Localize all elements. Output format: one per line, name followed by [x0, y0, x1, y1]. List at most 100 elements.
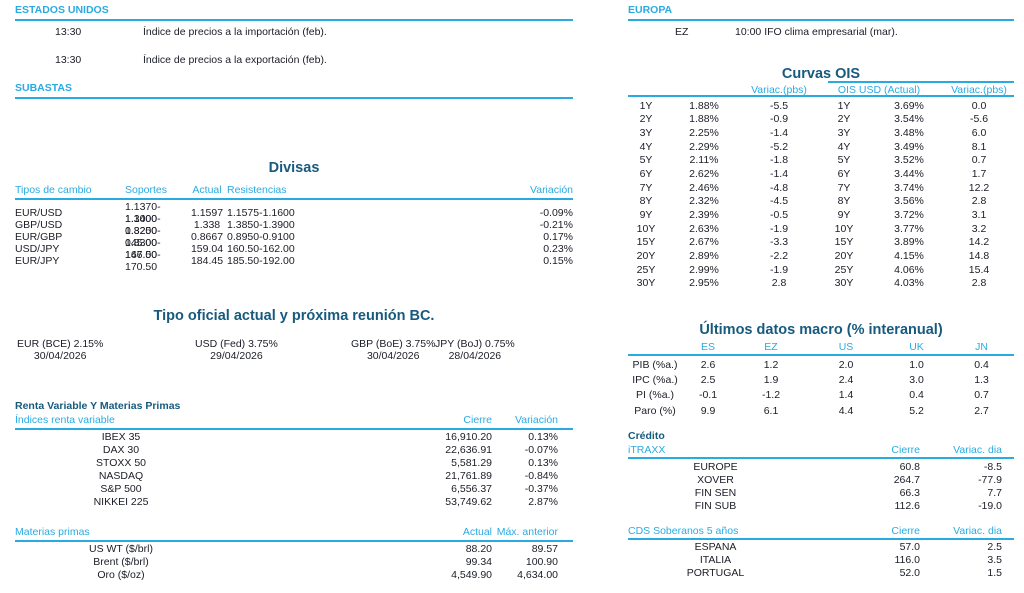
- variac-usd: 3.2: [971, 222, 987, 235]
- tenor-usd: 8Y: [837, 195, 851, 208]
- renta-variable-section-label: Renta Variable Y Materias Primas: [15, 400, 181, 412]
- bank-rate-label: USD (Fed) 3.75%: [195, 338, 278, 350]
- itraxx-change: -77.9: [978, 473, 1002, 486]
- fx-pair: GBP/USD: [15, 219, 63, 232]
- col-header-max-anterior: Máx. anterior: [496, 526, 558, 538]
- ois-usd-group-line: [828, 81, 1014, 83]
- fx-variacion: 0.23%: [543, 243, 573, 256]
- bank-rate-label: EUR (BCE) 2.15%: [17, 338, 104, 350]
- index-close: 5,581.29: [451, 456, 492, 469]
- col-header-variac-dia: Variac. dia: [953, 444, 1002, 456]
- index-change: -0.37%: [524, 482, 558, 495]
- tenor-eur: 20Y: [636, 249, 656, 262]
- index-change: 0.13%: [528, 430, 558, 443]
- tenor-usd: 3Y: [837, 127, 851, 140]
- rate-eur: 2.67%: [689, 236, 719, 249]
- cds-row: ITALIA 116.0 3.5: [628, 553, 1014, 566]
- tenor-usd: 5Y: [837, 154, 851, 167]
- macro-value-us: 2.0: [838, 358, 854, 371]
- tenor-eur: 1Y: [639, 99, 653, 112]
- tenor-eur: 8Y: [639, 195, 653, 208]
- macro-row: IPC (%a.) 2.5 1.9 2.4 3.0 1.3: [628, 372, 1014, 387]
- right-column: EUROPA EZ 10:00 IFO clima empresarial (m…: [628, 0, 1014, 593]
- variac-usd: -5.6: [969, 113, 989, 126]
- rate-usd: 4.06%: [894, 263, 924, 276]
- macro-value-uk: 3.0: [909, 374, 924, 387]
- cds-close: 57.0: [899, 540, 920, 553]
- variac-usd: 0.7: [971, 154, 987, 167]
- ois-row: 9Y 2.39% -0.5 9Y 3.72% 3.1: [628, 208, 1014, 222]
- ois-table-body: 1Y 1.88% -5.5 1Y 3.69% 0.0 2Y 1.88% -0.9…: [628, 99, 1014, 290]
- tenor-usd: 6Y: [837, 168, 851, 181]
- fx-actual: 159.04: [190, 243, 224, 256]
- indices-table-header: Índices renta variable Cierre Variación: [15, 414, 573, 430]
- macro-value-es: 9.9: [700, 404, 716, 417]
- rate-usd: 3.52%: [894, 154, 924, 167]
- fx-actual: 184.45: [190, 255, 224, 268]
- variac-usd: 0.0: [971, 99, 987, 112]
- fx-soporte: 1.3000-1.3250: [125, 213, 161, 238]
- rate-usd: 3.89%: [894, 236, 924, 249]
- event-time: 13:30: [55, 54, 82, 66]
- rate-usd: 3.72%: [894, 208, 924, 221]
- fx-resistencia: 160.50-162.00: [227, 243, 295, 256]
- tipo-oficial-title: Tipo oficial actual y próxima reunión BC…: [153, 308, 435, 324]
- tenor-eur: 9Y: [639, 208, 653, 221]
- itraxx-change: -19.0: [978, 499, 1002, 512]
- variac-usd: 2.8: [971, 277, 987, 290]
- event-text: 10:00 IFO clima empresarial (mar).: [735, 26, 898, 38]
- col-header-soportes: Soportes: [125, 184, 168, 196]
- fx-actual: 1.1597: [190, 207, 224, 219]
- fx-soporte: 145.00-146.50: [125, 237, 161, 262]
- commodity-row: Brent ($/brl) 99.34 100.90: [15, 555, 573, 568]
- index-row: DAX 30 22,636.91 -0.07%: [15, 443, 573, 456]
- fx-pair: EUR/JPY: [15, 255, 60, 268]
- fx-pair: EUR/USD: [15, 207, 63, 219]
- rate-eur: 2.89%: [689, 249, 719, 262]
- event-text: Índice de precios a la exportación (feb)…: [143, 54, 327, 66]
- itraxx-name: XOVER: [697, 473, 734, 486]
- commodity-actual: 4,549.90: [451, 568, 492, 581]
- us-event-row: 13:30 Índice de precios a la exportación…: [15, 54, 573, 68]
- commodity-max: 89.57: [531, 542, 558, 555]
- itraxx-close: 60.8: [899, 460, 920, 473]
- fx-pair: EUR/GBP: [15, 231, 63, 244]
- variac-usd: 12.2: [968, 181, 990, 194]
- rate-eur: 2.11%: [689, 154, 719, 167]
- index-name: STOXX 50: [96, 456, 146, 469]
- variac-eur: -5.2: [769, 140, 789, 153]
- cds-change: 1.5: [987, 566, 1002, 579]
- fx-pair: USD/JPY: [15, 243, 60, 256]
- cds-table-body: ESPANA 57.0 2.5 ITALIA 116.0 3.5 PORTUGA…: [628, 540, 1014, 579]
- col-header-variac-dia: Variac. dia: [953, 525, 1002, 537]
- variac-usd: 6.0: [971, 127, 987, 140]
- index-name: DAX 30: [102, 443, 140, 456]
- rate-usd: 3.56%: [894, 195, 924, 208]
- col-header-indices: Índices renta variable: [15, 414, 115, 426]
- col-header-cierre: Cierre: [891, 444, 920, 456]
- rate-usd: 3.69%: [894, 99, 924, 112]
- rate-eur: 2.25%: [689, 127, 719, 140]
- commodity-actual: 99.34: [465, 555, 492, 568]
- macro-table-body: PIB (%a.) 2.6 1.2 2.0 1.0 0.4 IPC (%a.) …: [628, 357, 1014, 419]
- rate-usd: 3.74%: [894, 181, 924, 194]
- event-text: Índice de precios a la importación (feb)…: [143, 26, 327, 38]
- variac-eur: -1.8: [769, 154, 789, 167]
- ois-row: 5Y 2.11% -1.8 5Y 3.52% 0.7: [628, 154, 1014, 168]
- macro-value-us: 2.4: [838, 374, 854, 387]
- tenor-usd: 1Y: [837, 99, 851, 112]
- itraxx-change: 7.7: [987, 486, 1002, 499]
- variac-eur: -3.3: [769, 236, 789, 249]
- macro-value-us: 4.4: [838, 404, 854, 417]
- col-header-variac-pbs-eur: Variac.(pbs): [751, 84, 807, 96]
- commodity-actual: 88.20: [465, 542, 492, 555]
- tenor-eur: 7Y: [639, 181, 653, 194]
- col-header-resistencias: Resistencias: [227, 184, 287, 196]
- variac-eur: -4.5: [769, 195, 789, 208]
- macro-row: PI (%a.) -0.1 -1.2 1.4 0.4 0.7: [628, 388, 1014, 403]
- rate-eur: 2.29%: [689, 140, 719, 153]
- col-header-ois-usd-actual: OIS USD (Actual): [837, 84, 921, 96]
- variac-eur: -0.5: [769, 208, 789, 221]
- index-change: -0.07%: [524, 443, 558, 456]
- tenor-eur: 15Y: [636, 236, 656, 249]
